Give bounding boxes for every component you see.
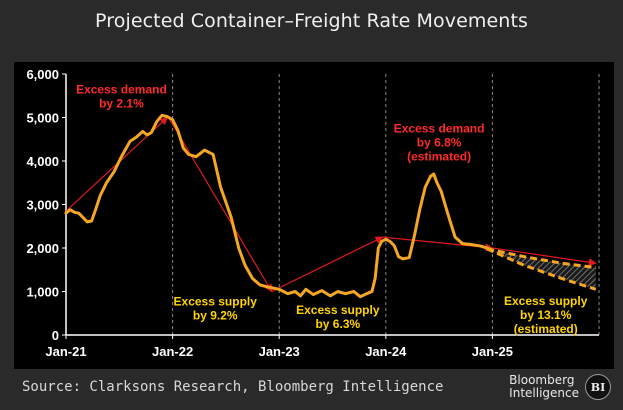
annotation-label: Excess supply by 9.2%	[174, 294, 258, 322]
annotation-line: by 9.2%	[193, 308, 238, 322]
bloomberg-intelligence-logo: Bloomberg Intelligence BI	[509, 374, 611, 400]
trend-arrow	[492, 247, 597, 267]
projection-bound-line	[486, 247, 596, 270]
annotation-line: by 2.1%	[99, 97, 144, 111]
y-tick-label: 1,000	[26, 285, 59, 300]
freight-rate-line	[64, 113, 494, 299]
x-tick-label: Jan-21	[45, 344, 86, 359]
annotation-line: (estimated)	[514, 322, 578, 336]
projection-bound-line	[486, 247, 597, 291]
x-tick-label: Jan-25	[472, 344, 513, 359]
annotation-line: Excess supply	[296, 303, 380, 317]
source-note: Source: Clarksons Research, Bloomberg In…	[22, 379, 444, 395]
plot-panel: 0 1,000 2,000 3,000 4,000 5,000 6,000 Jan-21 Jan…	[14, 62, 614, 369]
x-tick-label: Jan-24	[365, 344, 407, 359]
bi-badge-icon: BI	[585, 374, 611, 400]
annotation-line: Excess supply	[174, 294, 258, 308]
logo-line-1: Bloomberg	[509, 373, 575, 387]
annotation-label: Excess supply by 6.3%	[296, 303, 380, 331]
annotation-line: Excess supply	[504, 294, 588, 308]
y-tick-label: 0	[52, 328, 59, 343]
chart-svg: 0 1,000 2,000 3,000 4,000 5,000 6,000 Jan-21 Jan…	[26, 67, 600, 359]
annotation-line: by 13.1%	[520, 308, 572, 322]
y-tick-label: 3,000	[26, 198, 59, 213]
y-tick-label: 4,000	[26, 154, 59, 169]
x-tick-label: Jan-23	[259, 344, 300, 359]
annotation-line: (estimated)	[407, 150, 471, 164]
annotation-label: Excess demand by 6.8% (estimated)	[394, 122, 485, 164]
annotation-line: by 6.8%	[417, 136, 462, 150]
x-tick-label: Jan-22	[152, 344, 193, 359]
y-tick-label: 6,000	[26, 67, 59, 82]
logo-line-2: Intelligence	[509, 386, 579, 400]
projection-cone	[487, 248, 596, 290]
y-tick-label: 2,000	[26, 241, 59, 256]
trend-arrow	[166, 115, 273, 293]
annotation-line: by 6.3%	[315, 317, 360, 331]
annotation-line: Excess demand	[394, 122, 485, 136]
y-tick-label: 5,000	[26, 111, 59, 126]
annotation-line: Excess demand	[76, 83, 167, 97]
logo-text: Bloomberg Intelligence	[509, 374, 579, 400]
annotation-label: Excess demand by 2.1%	[76, 83, 167, 111]
trend-arrow	[271, 236, 384, 293]
chart-title: Projected Container–Freight Rate Movemen…	[95, 10, 528, 32]
annotation-label: Excess supply by 13.1% (estimated)	[504, 294, 588, 336]
